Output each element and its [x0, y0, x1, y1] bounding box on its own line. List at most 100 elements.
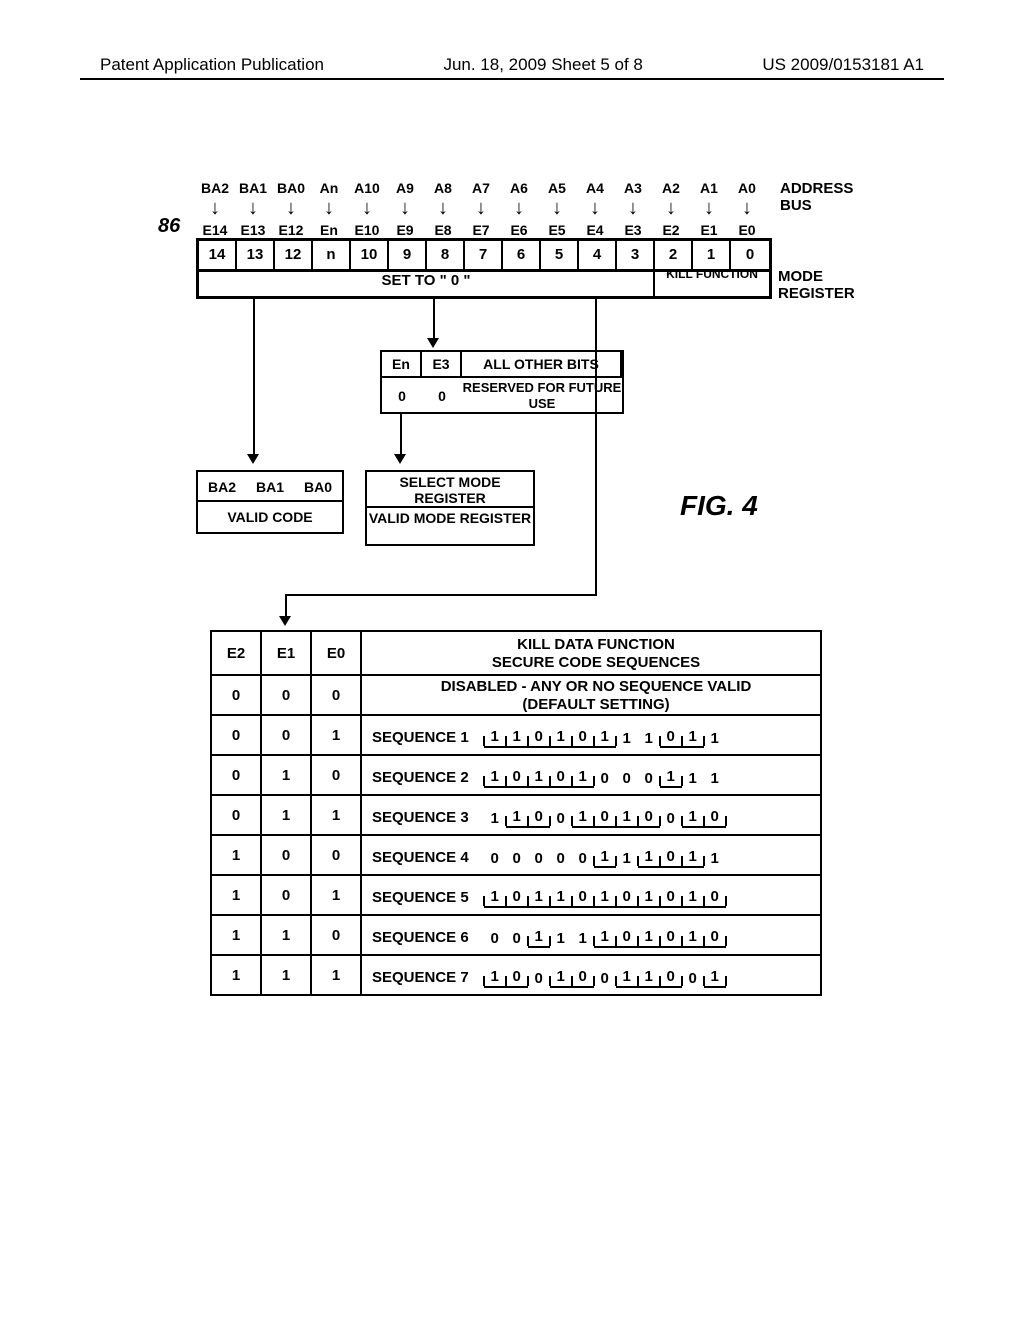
arrow-down-icon: ↓ — [234, 198, 272, 218]
bit-value: 0 — [262, 876, 312, 916]
valid-mode-register: VALID MODE REGISTER — [367, 508, 533, 544]
sequence-label: SEQUENCE 7 — [372, 969, 469, 986]
bit: 0 — [506, 930, 528, 948]
bit: 1 — [484, 810, 506, 828]
bit: 1 — [594, 848, 616, 868]
bit-value: 0 — [312, 756, 362, 796]
bit: 1 — [638, 888, 660, 908]
e-bit-label: E13 — [234, 222, 272, 238]
mode-register-index: 13 — [237, 241, 275, 269]
bit: 0 — [550, 810, 572, 828]
mode-register-index: 12 — [275, 241, 313, 269]
bit: 0 — [550, 768, 572, 788]
bit: 0 — [704, 888, 726, 908]
bit: 1 — [682, 728, 704, 748]
mode-register-index: 0 — [731, 241, 769, 269]
reference-number-86: 86 — [158, 215, 180, 238]
mode-register-index: n — [313, 241, 351, 269]
bit: 0 — [638, 808, 660, 828]
bit: 0 — [506, 850, 528, 868]
bit: 1 — [638, 848, 660, 868]
table-row: 111SEQUENCE 710010011001 — [212, 956, 822, 996]
column-header: KILL DATA FUNCTION SECURE CODE SEQUENCES — [362, 632, 822, 676]
sequence-label: SEQUENCE 6 — [372, 929, 469, 946]
bit: 0 — [550, 850, 572, 868]
arrow-down-icon: ↓ — [500, 198, 538, 218]
arrow-down-icon: ↓ — [196, 198, 234, 218]
bit: 1 — [550, 968, 572, 988]
sequence-description: DISABLED - ANY OR NO SEQUENCE VALID (DEF… — [362, 676, 822, 716]
bit: 1 — [484, 768, 506, 788]
arrow-down-icon: ↓ — [462, 198, 500, 218]
arrow-down-icon: ↓ — [690, 198, 728, 218]
address-label: A2 — [652, 180, 690, 196]
bit-value: 1 — [262, 756, 312, 796]
sequence-label: SEQUENCE 5 — [372, 889, 469, 906]
ba-select-box: BA2 BA1 BA0 VALID CODE — [196, 470, 344, 534]
table-row: 110SEQUENCE 600111101010 — [212, 916, 822, 956]
bit: 1 — [528, 888, 550, 908]
bit: 0 — [616, 770, 638, 788]
table-row: 001SEQUENCE 111010111011 — [212, 716, 822, 756]
mode-register-index: 8 — [427, 241, 465, 269]
sequence-label: SEQUENCE 2 — [372, 769, 469, 786]
bit: 0 — [572, 968, 594, 988]
reserved-other-val: RESERVED FOR FUTURE USE — [462, 376, 622, 412]
bit-value: 1 — [312, 876, 362, 916]
arrow-down-icon: ↓ — [424, 198, 462, 218]
bit: 0 — [528, 808, 550, 828]
bit-value: 0 — [262, 716, 312, 756]
address-arrows: ↓↓↓↓↓↓↓↓↓↓↓↓↓↓↓ — [196, 198, 766, 218]
connector-line — [433, 296, 435, 340]
table-row: 100SEQUENCE 400000111011 — [212, 836, 822, 876]
bit: 0 — [616, 888, 638, 908]
mode-register-label: MODE REGISTER — [778, 268, 870, 302]
bit: 0 — [484, 930, 506, 948]
bit: 1 — [638, 730, 660, 748]
address-label: A0 — [728, 180, 766, 196]
bit-value: 1 — [262, 916, 312, 956]
arrow-down-icon: ↓ — [576, 198, 614, 218]
reserved-other-head: ALL OTHER BITS — [462, 352, 622, 376]
mode-register-index: 9 — [389, 241, 427, 269]
bit: 1 — [594, 888, 616, 908]
address-label: A7 — [462, 180, 500, 196]
sequence-label: SEQUENCE 4 — [372, 849, 469, 866]
address-bus-labels: BA2BA1BA0AnA10A9A8A7A6A5A4A3A2A1A0 — [196, 180, 766, 196]
bit-value: 1 — [212, 916, 262, 956]
column-header: E2 — [212, 632, 262, 676]
bit: 1 — [660, 768, 682, 788]
bit: 1 — [484, 728, 506, 748]
bit: 1 — [484, 888, 506, 908]
bit: 1 — [506, 808, 528, 828]
bit: 0 — [594, 770, 616, 788]
column-header: E1 — [262, 632, 312, 676]
arrow-down-icon — [427, 338, 439, 348]
connector-line — [285, 594, 287, 618]
bit-value: 1 — [262, 796, 312, 836]
connector-line — [253, 296, 255, 456]
sequence-description: SEQUENCE 400000111011 — [362, 836, 822, 876]
e-bit-labels: E14E13E12EnE10E9E8E7E6E5E4E3E2E1E0 — [196, 222, 766, 238]
address-label: An — [310, 180, 348, 196]
bit: 0 — [594, 808, 616, 828]
ba1-label: BA1 — [246, 472, 294, 502]
bit: 0 — [704, 808, 726, 828]
reserved-e3-head: E3 — [422, 352, 462, 376]
e-bit-label: E12 — [272, 222, 310, 238]
address-label: A8 — [424, 180, 462, 196]
sequence-bits: 10110101010 — [484, 888, 726, 908]
bit: 0 — [572, 850, 594, 868]
arrow-down-icon — [279, 616, 291, 626]
bit: 0 — [506, 888, 528, 908]
bit-value: 0 — [312, 916, 362, 956]
address-label: A9 — [386, 180, 424, 196]
bit: 1 — [704, 968, 726, 988]
bit: 1 — [594, 728, 616, 748]
mode-register-index: 6 — [503, 241, 541, 269]
bit: 1 — [704, 850, 726, 868]
address-label: BA0 — [272, 180, 310, 196]
sequence-description: SEQUENCE 510110101010 — [362, 876, 822, 916]
ba2-label: BA2 — [198, 472, 246, 502]
e-bit-label: E0 — [728, 222, 766, 238]
